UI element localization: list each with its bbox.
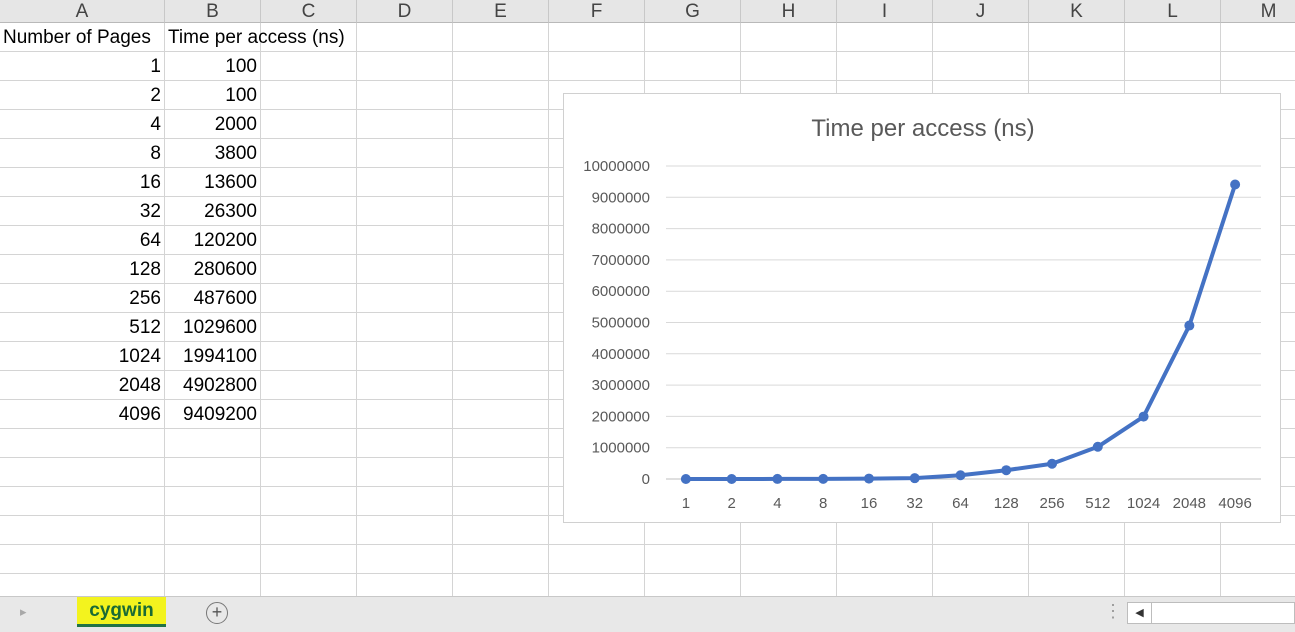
y-tick-label: 10000000 [583,158,650,175]
column-header-c[interactable]: C [261,0,357,23]
y-tick-label: 9000000 [592,189,650,206]
data-point [1138,411,1149,422]
column-header-k[interactable]: K [1029,0,1125,23]
column-header-a[interactable]: A [0,0,165,23]
x-tick-label: 4 [773,495,781,512]
cell-time[interactable]: 1994100 [183,346,257,367]
data-point [863,473,874,484]
x-tick-label: 32 [906,495,923,512]
sheet-row [0,545,1295,574]
x-tick-label: 512 [1085,495,1110,512]
column-header-i[interactable]: I [837,0,933,23]
scroll-left-arrow-icon[interactable]: ◀ [1128,603,1152,623]
vertical-dots-icon[interactable]: ⋮ [1104,601,1122,621]
sheet-row [0,574,1295,596]
sheet-row [0,23,1295,52]
cell-pages[interactable]: 256 [129,288,161,309]
x-tick-label: 1 [682,495,690,512]
x-tick-label: 256 [1040,495,1065,512]
y-tick-label: 4000000 [592,346,650,363]
x-tick-label: 2048 [1173,495,1206,512]
data-point [726,473,737,484]
data-point [1001,465,1012,476]
y-tick-label: 7000000 [592,252,650,269]
cell-time[interactable]: 280600 [193,259,257,280]
column-header-f[interactable]: F [549,0,645,23]
cell-pages[interactable]: 32 [139,201,161,222]
cell-time[interactable]: 120200 [193,230,257,251]
x-tick-label: 16 [861,495,878,512]
gridline-vertical [260,23,261,596]
cell-pages[interactable]: 128 [129,259,161,280]
x-tick-label: 2 [727,495,735,512]
cell-time[interactable]: 100 [225,85,257,106]
y-tick-label: 3000000 [592,377,650,394]
chart-title: Time per access (ns) [811,115,1034,142]
gridline-vertical [356,23,357,596]
cell-b1[interactable]: Time per access (ns) [168,27,345,48]
column-header-b[interactable]: B [165,0,261,23]
data-point [955,470,966,481]
column-header-g[interactable]: G [645,0,741,23]
line-chart[interactable]: Time per access (ns) 0 1000000 2000000 30000… [563,93,1281,523]
caret-right-icon[interactable]: ▸ [20,604,27,619]
cell-time[interactable]: 4902800 [183,375,257,396]
cell-pages[interactable]: 512 [129,317,161,338]
data-point [1047,458,1058,469]
sheet-row [0,516,1295,545]
horizontal-scrollbar[interactable]: ◀ [1127,602,1295,624]
cell-pages[interactable]: 1 [150,56,161,77]
x-tick-label: 128 [994,495,1019,512]
column-header-h[interactable]: H [741,0,837,23]
sheet-row [0,52,1295,81]
data-point [1230,179,1241,190]
cell-a1[interactable]: Number of Pages [3,27,151,48]
cell-pages[interactable]: 2 [150,85,161,106]
y-tick-label: 8000000 [592,221,650,238]
data-point [1092,441,1103,452]
column-header-l[interactable]: L [1125,0,1221,23]
cell-pages[interactable]: 4096 [118,404,161,425]
chart-svg: Time per access (ns) 0 1000000 2000000 30000… [583,115,1261,512]
data-point [772,473,783,484]
data-point [680,473,691,484]
column-header-j[interactable]: J [933,0,1029,23]
column-header-d[interactable]: D [357,0,453,23]
cell-pages[interactable]: 2048 [118,375,161,396]
cell-time[interactable]: 2000 [214,114,257,135]
y-tick-label: 5000000 [592,315,650,332]
cell-time[interactable]: 9409200 [183,404,257,425]
data-point [909,473,920,484]
y-tick-label: 0 [642,471,650,488]
cell-time[interactable]: 13600 [204,172,257,193]
gridline-vertical [548,23,549,596]
cell-pages[interactable]: 4 [150,114,161,135]
x-tick-label: 8 [819,495,827,512]
y-tick-label: 2000000 [592,408,650,425]
y-tick-label: 6000000 [592,283,650,300]
data-point [818,473,829,484]
plus-circle-icon[interactable]: + [206,602,228,624]
cell-pages[interactable]: 1024 [118,346,161,367]
cell-time[interactable]: 1029600 [183,317,257,338]
data-point [1184,320,1195,331]
column-header-m[interactable]: M [1221,0,1295,23]
x-tick-label: 64 [952,495,969,512]
sheet-tab-bar: ▸ cygwin + ⋮ ◀ [0,596,1295,632]
cell-time[interactable]: 487600 [193,288,257,309]
column-header-e[interactable]: E [453,0,549,23]
x-tick-label: 4096 [1218,495,1251,512]
cell-pages[interactable]: 64 [139,230,161,251]
y-tick-label: 1000000 [592,440,650,457]
cell-pages[interactable]: 8 [150,143,161,164]
cell-time[interactable]: 100 [225,56,257,77]
cell-pages[interactable]: 16 [139,172,161,193]
gridline-vertical [452,23,453,596]
cell-time[interactable]: 26300 [204,201,257,222]
cell-time[interactable]: 3800 [214,143,257,164]
sheet-tab-cygwin[interactable]: cygwin [77,597,166,627]
x-tick-label: 1024 [1127,495,1160,512]
gridline-vertical [164,23,165,596]
